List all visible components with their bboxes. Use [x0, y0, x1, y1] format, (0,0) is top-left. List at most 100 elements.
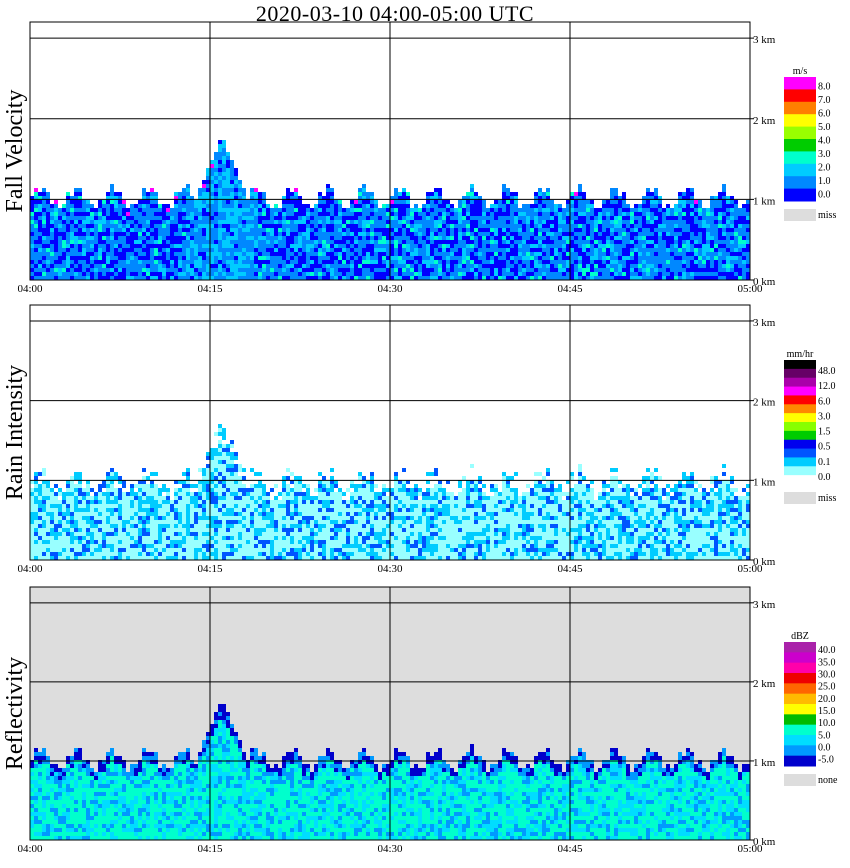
- heatmap-cell: [350, 244, 354, 248]
- heatmap-cell: [222, 472, 226, 476]
- heatmap-cell: [254, 224, 258, 228]
- heatmap-cell: [694, 268, 698, 272]
- heatmap-cell: [282, 200, 286, 204]
- heatmap-cell: [522, 216, 526, 220]
- heatmap-cell: [354, 248, 358, 252]
- heatmap-cell: [98, 216, 102, 220]
- heatmap-cell: [314, 244, 318, 248]
- heatmap-cell: [226, 472, 230, 476]
- heatmap-cell: [70, 252, 74, 256]
- heatmap-cell: [262, 240, 266, 244]
- heatmap-cell: [206, 212, 210, 216]
- heatmap-cell: [318, 264, 322, 268]
- heatmap-cell: [34, 236, 38, 240]
- heatmap-cell: [726, 216, 730, 220]
- heatmap-cell: [138, 224, 142, 228]
- heatmap-cell: [198, 248, 202, 252]
- heatmap-cell: [82, 204, 86, 208]
- heatmap-cell: [186, 248, 190, 252]
- heatmap-cell: [618, 268, 622, 272]
- heatmap-cell: [382, 252, 386, 256]
- heatmap-cell: [438, 204, 442, 208]
- heatmap-cell: [82, 528, 86, 532]
- heatmap-cell: [566, 200, 570, 204]
- heatmap-cell: [658, 208, 662, 212]
- heatmap-cell: [402, 240, 406, 244]
- heatmap-cell: [146, 276, 150, 280]
- heatmap-cell: [190, 532, 194, 536]
- heatmap-cell: [158, 256, 162, 260]
- heatmap-cell: [78, 264, 82, 268]
- heatmap-cell: [226, 212, 230, 216]
- heatmap-cell: [666, 260, 670, 264]
- heatmap-cell: [406, 196, 410, 200]
- heatmap-cell: [602, 252, 606, 256]
- heatmap-cell: [146, 248, 150, 252]
- heatmap-cell: [38, 220, 42, 224]
- heatmap-cell: [242, 200, 246, 204]
- heatmap-cell: [110, 248, 114, 252]
- heatmap-cell: [142, 484, 146, 488]
- heatmap-cell: [398, 196, 402, 200]
- heatmap-cell: [590, 268, 594, 272]
- heatmap-cell: [34, 204, 38, 208]
- heatmap-cell: [670, 208, 674, 212]
- heatmap-cell: [94, 540, 98, 544]
- heatmap-cell: [442, 216, 446, 220]
- heatmap-cell: [70, 264, 74, 268]
- heatmap-cell: [138, 252, 142, 256]
- heatmap-cell: [214, 440, 218, 444]
- heatmap-cell: [34, 532, 38, 536]
- heatmap-cell: [614, 188, 618, 192]
- heatmap-cell: [518, 272, 522, 276]
- heatmap-cell: [46, 248, 50, 252]
- heatmap-cell: [54, 260, 58, 264]
- heatmap-cell: [298, 264, 302, 268]
- heatmap-cell: [594, 236, 598, 240]
- heatmap-cell: [310, 208, 314, 212]
- heatmap-cell: [34, 200, 38, 204]
- heatmap-cell: [194, 536, 198, 540]
- heatmap-cell: [542, 196, 546, 200]
- heatmap-cell: [46, 244, 50, 248]
- heatmap-cell: [554, 232, 558, 236]
- heatmap-cell: [502, 208, 506, 212]
- heatmap-cell: [170, 532, 174, 536]
- heatmap-cell: [354, 236, 358, 240]
- heatmap-cell: [442, 264, 446, 268]
- heatmap-cell: [290, 228, 294, 232]
- heatmap-cell: [734, 260, 738, 264]
- heatmap-cell: [670, 216, 674, 220]
- heatmap-cell: [118, 268, 122, 272]
- heatmap-cell: [154, 504, 158, 508]
- heatmap-cell: [642, 260, 646, 264]
- heatmap-cell: [34, 488, 38, 492]
- heatmap-cell: [182, 224, 186, 228]
- heatmap-cell: [702, 228, 706, 232]
- heatmap-cell: [326, 204, 330, 208]
- heatmap-cell: [426, 212, 430, 216]
- heatmap-cell: [242, 264, 246, 268]
- heatmap-cell: [730, 276, 734, 280]
- heatmap-cell: [126, 540, 130, 544]
- heatmap-cell: [482, 268, 486, 272]
- heatmap-cell: [686, 208, 690, 212]
- heatmap-cell: [106, 552, 110, 556]
- heatmap-cell: [698, 252, 702, 256]
- heatmap-cell: [122, 480, 126, 484]
- heatmap-cell: [34, 524, 38, 528]
- heatmap-cell: [250, 200, 254, 204]
- heatmap-cell: [602, 276, 606, 280]
- heatmap-cell: [646, 204, 650, 208]
- heatmap-cell: [298, 220, 302, 224]
- heatmap-cell: [226, 176, 230, 180]
- heatmap-cell: [262, 208, 266, 212]
- heatmap-cell: [190, 196, 194, 200]
- heatmap-cell: [714, 272, 718, 276]
- heatmap-cell: [450, 204, 454, 208]
- heatmap-cell: [590, 276, 594, 280]
- heatmap-cell: [646, 196, 650, 200]
- heatmap-cell: [534, 256, 538, 260]
- heatmap-cell: [710, 236, 714, 240]
- heatmap-cell: [506, 272, 510, 276]
